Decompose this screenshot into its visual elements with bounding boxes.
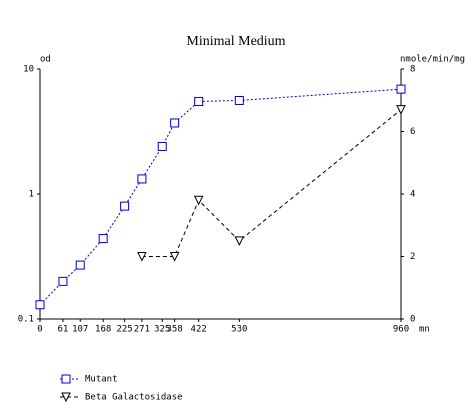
marker <box>170 118 180 128</box>
marker <box>193 195 204 206</box>
y-tick-label: 0.1 <box>18 315 34 325</box>
marker <box>120 201 130 211</box>
marker <box>194 96 204 106</box>
x-tick-label: 225 <box>116 325 132 335</box>
x-tick-label: 0 <box>37 325 42 335</box>
marker <box>396 84 406 94</box>
x-tick-label: 271 <box>134 325 150 335</box>
y2-tick-label: 4 <box>410 190 415 200</box>
marker <box>169 252 180 262</box>
y2-axis-label: nmole/min/mg <box>400 55 465 65</box>
marker <box>35 300 45 310</box>
series-line <box>39 88 402 306</box>
marker <box>234 236 245 246</box>
x-tick-label: 530 <box>231 325 247 335</box>
y-tick-label: 10 <box>23 65 34 75</box>
y-tick-label: 1 <box>29 190 34 200</box>
x-tick-label: 107 <box>72 325 88 335</box>
series-line <box>141 109 402 257</box>
x-axis-label: mn <box>419 325 430 335</box>
x-tick-label: 168 <box>95 325 111 335</box>
x-tick-label: 325 <box>154 325 170 335</box>
y2-tick-label: 0 <box>410 315 415 325</box>
marker <box>98 234 108 244</box>
legend-label: Mutant <box>85 375 118 385</box>
x-tick-label: 960 <box>393 325 409 335</box>
marker <box>61 374 71 384</box>
y-axis-label: od <box>40 55 51 65</box>
chart-title: Minimal Medium <box>186 34 285 49</box>
marker <box>75 260 85 270</box>
y2-tick-label: 6 <box>410 127 415 137</box>
marker <box>137 174 147 184</box>
marker <box>58 276 68 286</box>
legend-label: Beta Galactosidase <box>85 393 183 403</box>
x-tick-label: 61 <box>58 325 69 335</box>
x-tick-label: 358 <box>166 325 182 335</box>
marker <box>137 252 147 262</box>
marker <box>234 95 244 105</box>
marker <box>396 105 406 115</box>
marker <box>157 141 167 151</box>
y2-tick-label: 2 <box>410 252 415 262</box>
y2-tick-label: 8 <box>410 65 415 75</box>
x-tick-label: 422 <box>191 325 207 335</box>
marker <box>61 392 71 403</box>
